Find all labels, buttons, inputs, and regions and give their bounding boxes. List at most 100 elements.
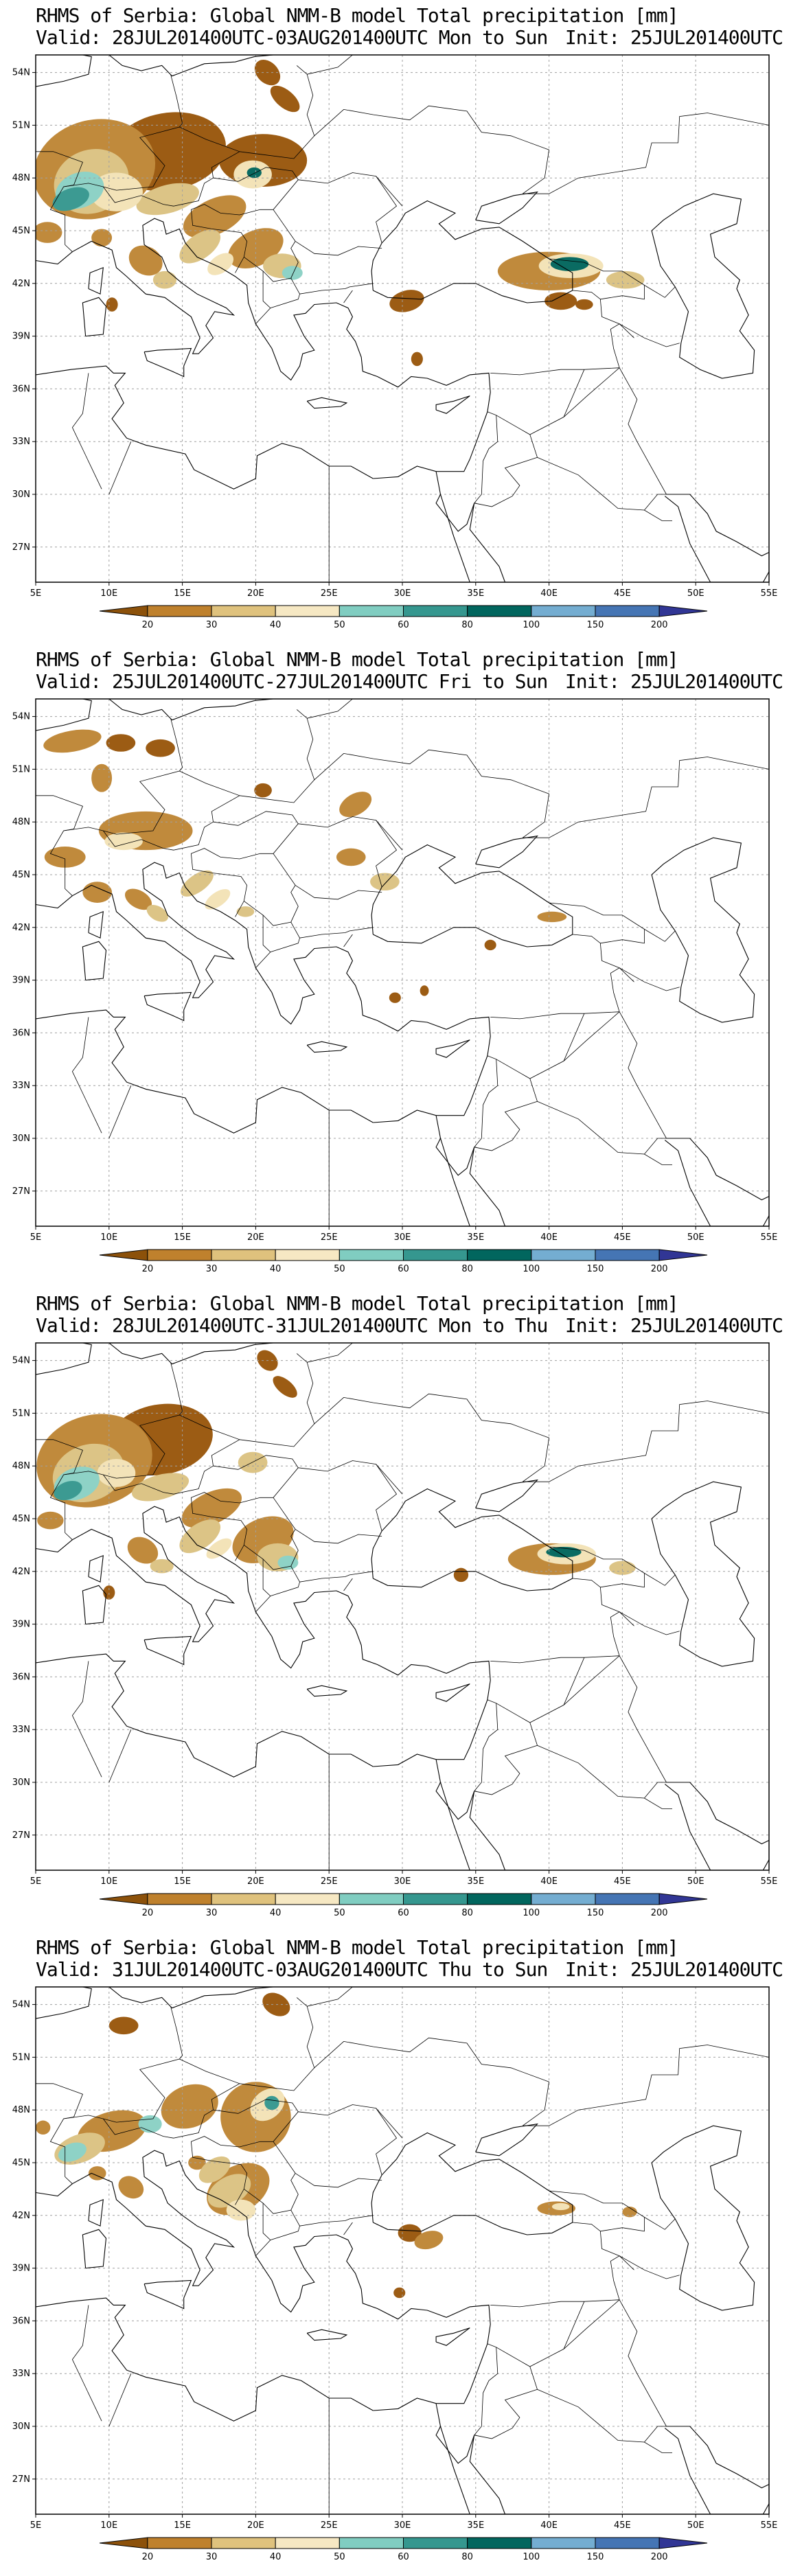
colorbar-swatch (211, 1893, 276, 1905)
latitude-tick-label: 45N (12, 1514, 30, 1524)
precip-area (254, 783, 272, 798)
latitude-tick-label: 39N (12, 976, 30, 986)
country-border (496, 369, 585, 435)
map-area (36, 1343, 769, 1870)
longitude-tick-label: 30E (394, 2520, 411, 2531)
colorbar-swatch (658, 1249, 708, 1261)
precip-area (238, 1451, 268, 1473)
longitude-tick-label: 25E (321, 588, 338, 599)
coastline (664, 496, 769, 582)
colorbar-swatch (99, 1249, 148, 1261)
colorbar-label: 60 (398, 2552, 409, 2562)
country-border (343, 934, 353, 947)
precip-area (207, 253, 234, 275)
latitude-tick-label: 45N (12, 870, 30, 880)
precip-area (179, 1519, 221, 1554)
country-border (376, 2108, 403, 2139)
longitude-tick-label: 10E (100, 2520, 117, 2531)
country-border (255, 271, 271, 324)
country-border (314, 105, 550, 194)
longitude-tick-label: 45E (614, 2520, 631, 2531)
country-border (314, 1393, 550, 1482)
longitude-tick-label: 10E (100, 1232, 117, 1243)
colorbar-swatch (275, 605, 340, 617)
precip-area (236, 906, 255, 917)
longitude-tick-label: 50E (687, 1876, 704, 1887)
country-border (270, 938, 300, 952)
latitude-tick-label: 39N (12, 2264, 30, 2274)
colorbar-label: 100 (523, 1908, 540, 1918)
coastline (371, 844, 573, 947)
country-border (295, 2173, 382, 2188)
longitude-tick-label: 5E (30, 1232, 42, 1243)
colorbar-label: 20 (142, 1908, 154, 1918)
coastline (664, 1784, 769, 1870)
latitude-tick-label: 36N (12, 2316, 30, 2326)
coastline (88, 910, 104, 939)
colorbar-label: 200 (651, 620, 668, 630)
longitude-tick-label: 35E (467, 2520, 484, 2531)
coastline (435, 1039, 470, 1058)
precip-area (484, 939, 496, 951)
precip-area (146, 739, 175, 757)
colorbar-label: 30 (206, 1264, 218, 1274)
longitude-tick-label: 40E (540, 1232, 558, 1243)
coastline (439, 1138, 470, 1226)
longitude-tick-label: 45E (614, 588, 631, 599)
colorbar-label: 40 (270, 2552, 282, 2562)
longitude-tick-label: 45E (614, 1232, 631, 1243)
country-border (314, 2037, 550, 2126)
panel-valid-period: Valid: 25JUL201400UTC-27JUL201400UTC Fri… (36, 670, 548, 693)
precip-area (273, 1376, 297, 1398)
latitude-tick-label: 51N (12, 1408, 30, 1418)
latitude-tick-label: 54N (12, 1356, 30, 1366)
country-border (619, 2299, 667, 2443)
precip-area (544, 292, 577, 310)
country-border (474, 1722, 538, 1795)
latitude-tick-label: 48N (12, 173, 30, 183)
latitude-tick-label: 42N (12, 923, 30, 933)
colorbar-label: 60 (398, 620, 409, 630)
longitude-tick-label: 20E (247, 1876, 264, 1887)
country-border (537, 1101, 672, 1165)
country-border (537, 2389, 672, 2453)
precip-area (91, 229, 113, 247)
country-border (270, 1582, 300, 1596)
country-border (644, 2217, 676, 2230)
country-border (644, 285, 676, 298)
coastline (439, 1782, 470, 1870)
precip-area (247, 167, 262, 179)
longitude-tick-label: 25E (321, 1876, 338, 1887)
colorbar-swatch (99, 2537, 148, 2549)
coastline (666, 1138, 769, 1201)
country-border (239, 709, 315, 803)
precip-area (207, 2174, 251, 2208)
country-border (108, 1729, 132, 1783)
coastline (36, 699, 92, 731)
precip-area (420, 985, 429, 996)
country-border (549, 258, 645, 300)
country-border (490, 1578, 620, 1664)
panel-init-time: Init: 25JUL201400UTC (564, 1958, 783, 1981)
latitude-tick-label: 42N (12, 1567, 30, 1577)
longitude-tick-label: 20E (247, 2520, 264, 2531)
precip-area (205, 888, 231, 910)
precip-area (181, 870, 214, 897)
precip-area (575, 299, 593, 310)
colorbar-swatch (275, 1249, 340, 1261)
latitude-tick-label: 54N (12, 68, 30, 78)
colorbar-label: 50 (334, 1908, 345, 1918)
precip-area (88, 2166, 106, 2181)
latitude-tick-label: 39N (12, 1620, 30, 1630)
country-border (63, 767, 183, 835)
country-border (290, 921, 374, 939)
colorbar-swatch (403, 1893, 468, 1905)
longitude-tick-label: 15E (174, 2520, 191, 2531)
precip-area (198, 2156, 231, 2183)
colorbar-swatch (658, 1893, 708, 1905)
coastline (651, 2125, 755, 2311)
map-area (36, 699, 769, 1226)
colorbar-swatch (467, 2537, 532, 2549)
country-border (108, 2373, 132, 2427)
precipitation-map: 5E 10E 15E 20E 25E 30E 35E 40E 45E 50E 55E 54N 51N 48… (12, 698, 777, 1274)
